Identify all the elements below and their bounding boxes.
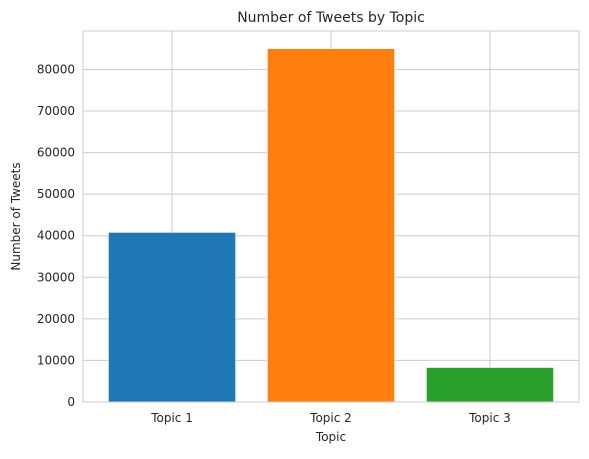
y-tick-label: 60000 (37, 146, 75, 160)
y-tick-label: 70000 (37, 104, 75, 118)
x-tick-label: Topic 1 (150, 411, 193, 425)
y-tick-label: 0 (67, 395, 75, 409)
y-tick-label: 10000 (37, 353, 75, 367)
bar-topic-1 (108, 232, 236, 403)
y-axis-label: Number of Tweets (9, 162, 23, 270)
x-tick-label: Topic 3 (468, 411, 511, 425)
x-tick-label: Topic 2 (309, 411, 352, 425)
x-tick-labels: Topic 1 Topic 2 Topic 3 (150, 411, 511, 425)
bar-topic-2 (267, 48, 395, 403)
x-axis-label: Topic (315, 430, 346, 444)
bars-layer (108, 48, 554, 403)
plot-frame (82, 30, 580, 403)
y-tick-labels: 0 10000 20000 30000 40000 50000 60000 70000 8000… (37, 62, 75, 409)
y-tick-label: 30000 (37, 270, 75, 284)
y-tick-label: 80000 (37, 62, 75, 76)
y-tick-label: 20000 (37, 312, 75, 326)
chart-title: Number of Tweets by Topic (237, 10, 425, 26)
y-tick-label: 40000 (37, 229, 75, 243)
bar-topic-3 (426, 367, 554, 403)
y-tick-label: 50000 (37, 187, 75, 201)
